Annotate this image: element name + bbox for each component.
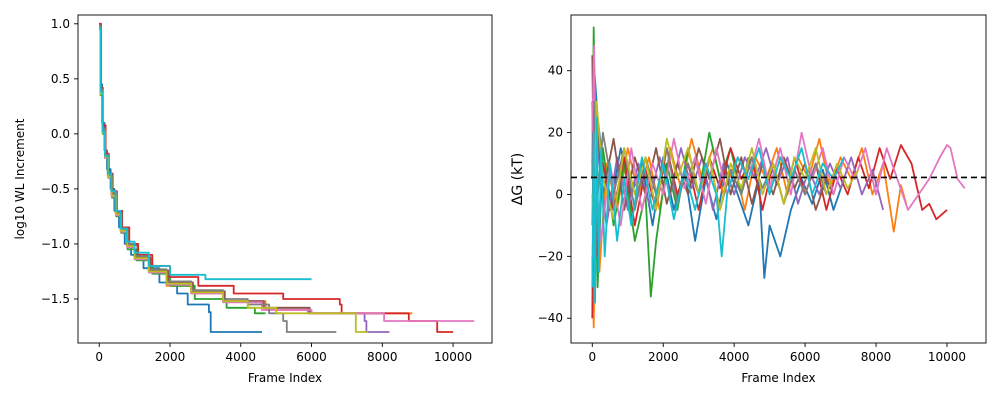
y-axis-label: log10 WL Increment bbox=[13, 118, 27, 239]
x-tick-label: 6000 bbox=[296, 350, 327, 364]
x-tick-label: 4000 bbox=[225, 350, 256, 364]
y-tick-label: 1.0 bbox=[51, 17, 70, 31]
y-tick-label: 0.5 bbox=[51, 72, 70, 86]
series-line-7 bbox=[99, 27, 475, 322]
series-line-10 bbox=[591, 116, 845, 304]
x-tick-label: 10000 bbox=[928, 350, 966, 364]
series-line-10 bbox=[99, 27, 312, 281]
series-line-6 bbox=[99, 24, 386, 315]
y-tick-label: −40 bbox=[538, 311, 563, 325]
x-axis-label: Frame Index bbox=[248, 371, 322, 385]
x-tick-label: 8000 bbox=[861, 350, 892, 364]
x-tick-label: 6000 bbox=[790, 350, 821, 364]
y-tick-label: 0 bbox=[555, 187, 563, 201]
plot-area bbox=[99, 22, 475, 333]
y-tick-label: −20 bbox=[538, 249, 563, 263]
axes-frame bbox=[570, 14, 987, 344]
x-tick-label: 2000 bbox=[155, 350, 186, 364]
x-tick-label: 4000 bbox=[719, 350, 750, 364]
y-axis-label: ΔG (kT) bbox=[510, 153, 526, 205]
axes-frame bbox=[77, 14, 493, 344]
y-tick-label: −1.5 bbox=[41, 292, 70, 306]
right-chart-panel: 0 2000 4000 6000 8000 10000 40 20 0 −20 −40 Frame I… bbox=[510, 14, 987, 385]
series-line-2 bbox=[99, 25, 413, 315]
series-line-3 bbox=[99, 28, 266, 315]
y-tick-label: −1.0 bbox=[41, 237, 70, 251]
series-line-4 bbox=[591, 85, 948, 319]
x-axis-label: Frame Index bbox=[741, 371, 815, 385]
y-tick-label: 0.0 bbox=[51, 127, 70, 141]
series-line-1 bbox=[99, 22, 262, 333]
x-tick-label: 0 bbox=[588, 350, 596, 364]
series-line-4 bbox=[99, 22, 454, 333]
x-tick-label: 2000 bbox=[648, 350, 679, 364]
plot-area bbox=[571, 26, 986, 329]
y-tick-label: 20 bbox=[548, 126, 563, 140]
y-tick-label: −0.5 bbox=[41, 182, 70, 196]
series-line-5 bbox=[99, 26, 390, 333]
x-tick-label: 10000 bbox=[434, 350, 472, 364]
series-line-9 bbox=[591, 100, 860, 258]
series-line-7 bbox=[591, 45, 966, 242]
y-tick-label: 40 bbox=[548, 64, 563, 78]
x-tick-label: 8000 bbox=[367, 350, 398, 364]
x-tick-label: 0 bbox=[95, 350, 103, 364]
left-chart-panel: 0 2000 4000 6000 8000 10000 1.0 0.5 0.0 −0.5 −1.0 −… bbox=[13, 14, 493, 385]
